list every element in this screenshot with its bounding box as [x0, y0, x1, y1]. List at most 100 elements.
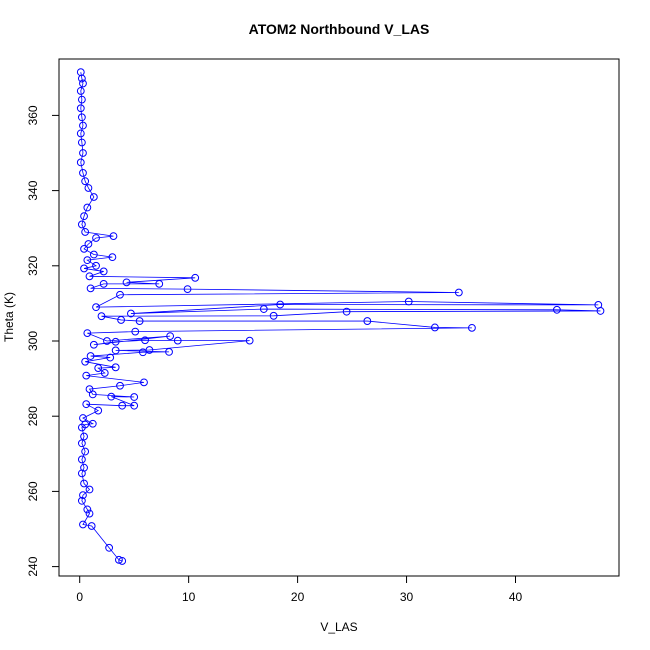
y-tick-label: 240 — [26, 556, 40, 576]
data-point — [99, 279, 108, 288]
data-point — [81, 447, 90, 456]
data-point — [83, 256, 92, 265]
data-point — [79, 79, 87, 88]
data-point — [118, 401, 127, 410]
data-point — [363, 317, 372, 325]
data-point — [94, 364, 103, 372]
data-point — [276, 300, 285, 309]
data-point — [468, 323, 476, 332]
data-point — [77, 455, 86, 464]
y-tick-label: 300 — [26, 331, 40, 351]
x-tick-label: 40 — [509, 590, 523, 604]
data-point — [80, 479, 88, 488]
data-point — [82, 371, 91, 380]
data-point — [85, 485, 94, 494]
data-point — [155, 279, 164, 288]
data-point — [83, 203, 92, 212]
data-point — [80, 264, 88, 273]
data-point — [94, 406, 103, 415]
data-point — [140, 378, 148, 387]
data-point — [269, 311, 278, 320]
data-point — [77, 439, 86, 448]
data-point — [141, 336, 149, 345]
data-point — [79, 414, 87, 422]
series-line — [80, 72, 601, 562]
data-point — [127, 309, 135, 318]
data-point — [86, 284, 95, 293]
data-point — [77, 138, 86, 147]
data-point — [85, 385, 94, 394]
data-point — [92, 261, 100, 270]
data-point — [81, 357, 90, 366]
data-point — [79, 149, 87, 157]
data-point — [88, 419, 97, 428]
data-point — [80, 463, 88, 472]
data-point — [173, 336, 182, 345]
data-point — [76, 87, 85, 95]
data-point — [111, 346, 120, 355]
data-point — [111, 363, 120, 372]
data-point — [92, 303, 100, 312]
data-point — [76, 158, 85, 167]
x-tick-label: 10 — [182, 590, 196, 604]
data-point — [594, 301, 603, 309]
data-point — [122, 278, 131, 287]
data-point — [97, 312, 106, 321]
data-point — [83, 329, 92, 338]
data-point — [131, 327, 140, 336]
data-point — [86, 352, 95, 360]
data-point — [404, 297, 413, 306]
data-point — [117, 316, 125, 324]
data-point — [89, 250, 98, 259]
data-point — [106, 353, 115, 362]
data-point — [79, 520, 87, 529]
y-axis: 240 260 280 300 320 340 360 — [26, 105, 60, 577]
x-axis-label: V_LAS — [320, 620, 357, 634]
y-tick-label: 360 — [26, 105, 40, 125]
x-tick-label: 0 — [76, 590, 83, 604]
x-axis: 0 10 20 30 40 — [76, 575, 523, 604]
data-point — [80, 244, 88, 253]
data-point — [553, 305, 561, 314]
data-point — [430, 323, 439, 332]
data-point — [84, 240, 93, 248]
data-point — [245, 336, 254, 345]
data-point — [116, 381, 124, 390]
data-point — [92, 234, 100, 242]
data-point — [89, 340, 98, 349]
y-tick-label: 320 — [26, 255, 40, 275]
data-point — [454, 288, 463, 297]
data-point — [89, 193, 98, 201]
data-point — [166, 332, 175, 341]
data-point — [77, 95, 86, 104]
data-point — [80, 212, 88, 221]
data-point — [81, 177, 90, 186]
data-point — [79, 121, 87, 130]
series-layer — [76, 68, 605, 565]
data-point — [145, 346, 154, 354]
data-point — [83, 505, 92, 514]
data-point — [105, 543, 114, 552]
y-tick-label: 260 — [26, 481, 40, 501]
data-point — [183, 285, 192, 294]
data-point — [82, 400, 91, 409]
x-tick-label: 30 — [400, 590, 414, 604]
data-point — [100, 369, 109, 377]
data-point — [130, 393, 139, 401]
data-point — [79, 491, 87, 500]
data-point — [103, 337, 111, 345]
data-point — [76, 104, 85, 113]
data-point — [259, 305, 268, 313]
data-point — [85, 509, 94, 518]
x-tick-label: 20 — [291, 590, 305, 604]
data-point — [77, 496, 86, 505]
data-point — [165, 348, 173, 356]
data-point — [87, 522, 96, 530]
data-point — [76, 129, 85, 138]
data-point — [76, 68, 85, 77]
data-point — [108, 253, 117, 262]
data-point — [81, 228, 90, 236]
data-point — [191, 273, 200, 282]
data-point — [342, 307, 351, 316]
